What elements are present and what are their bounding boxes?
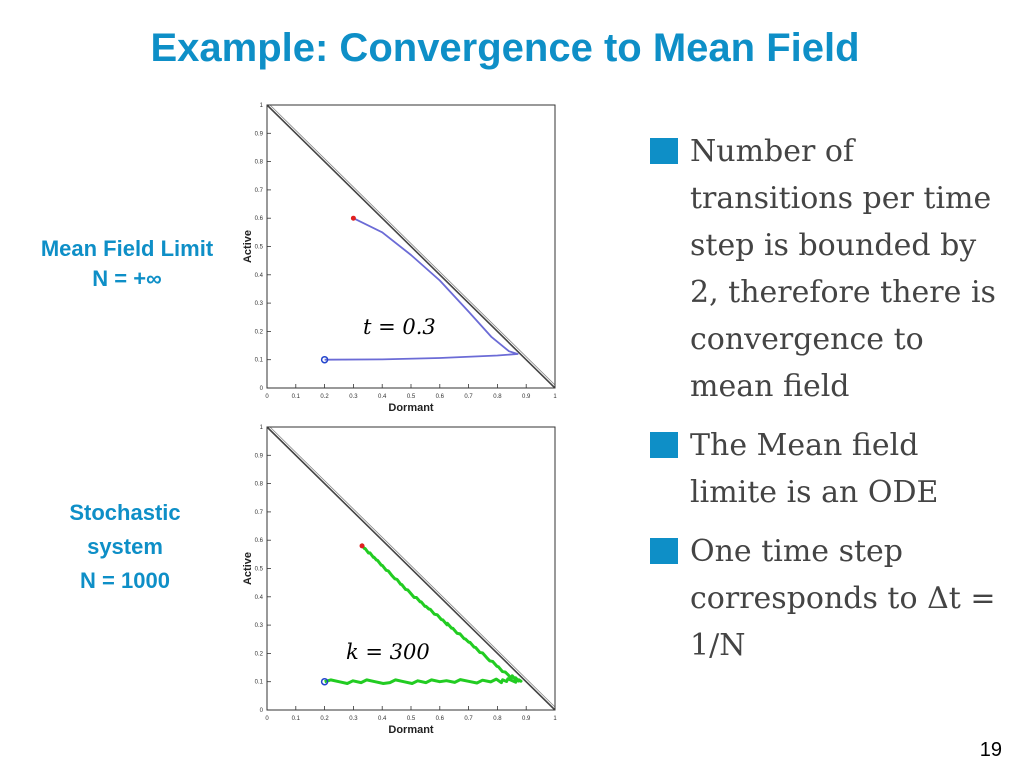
x-tick-label: 0.2 [320,394,329,400]
x-tick-label: 0.8 [493,716,502,722]
x-tick-label: 0 [265,394,269,400]
x-tick-label: 0.1 [292,716,301,722]
bullet-text: The Mean field limite is an ODE [690,428,939,510]
x-tick-label: 0.5 [407,394,416,400]
y-tick-label: 0.5 [255,567,264,573]
slide-title: Example: Convergence to Mean Field [150,26,860,70]
y-tick-label: 0.4 [255,273,264,279]
x-tick-label: 0.7 [464,394,473,400]
y-tick-label: 0.7 [255,188,264,194]
y-tick-label: 0.2 [255,329,264,335]
x-tick-label: 0.8 [493,394,502,400]
x-tick-label: 0.3 [349,716,358,722]
bullet-square-icon [650,538,678,564]
y-tick-label: 1 [260,425,264,431]
x-tick-label: 0.5 [407,716,416,722]
y-tick-label: 0.1 [255,358,264,364]
y-tick-label: 1 [260,103,264,109]
end-marker [320,677,329,686]
x-tick-label: 0.7 [464,716,473,722]
bullet-item: The Mean field limite is an ODE [648,422,1008,516]
trajectory-line [324,217,519,361]
stochastic-plot: 00 0.1 0.1 0.2 0.2 0.3 0.3 0.4 0.4 0.5 0.5 0.6 0.6 0.… [242,425,557,736]
mean-field-label-line2: N = +∞ [92,266,162,291]
mean-field-plot: 00 0.1 0.1 0.2 0.2 0.3 0.3 0.4 0.4 0.5 0.5 0.6 0.6 0.… [242,103,557,414]
bullet-square-icon [650,138,678,164]
start-marker [359,543,365,549]
x-tick-label: 0.4 [378,716,387,722]
y-tick-label: 0.5 [255,245,264,251]
stochastic-label: Stochastic system N = 1000 [30,496,220,598]
y-tick-label: 0.8 [255,160,264,166]
bullet-text: One time step corresponds to Δt = 1/N [690,534,996,663]
x-tick-label: 0.6 [436,716,445,722]
start-marker [350,215,356,221]
page-number: 19 [979,739,1002,761]
bullet-text: Number of transitions per time step is b… [690,134,996,404]
x-tick-label: 0.3 [349,394,358,400]
y-tick-label: 0.8 [255,482,264,488]
stochastic-label-line1: Stochastic [69,500,181,525]
y-tick-label: 0.2 [255,651,264,657]
bullet-item: Number of transitions per time step is b… [648,128,1008,410]
y-tick-label: 0 [260,386,264,392]
x-axis-label: Dormant [388,402,434,414]
diagonal-line [269,426,556,708]
y-tick-label: 0 [260,708,264,714]
trajectory-line [324,543,523,685]
y-axis-label: Active [242,552,254,585]
stochastic-label-line2: system [87,534,163,559]
x-tick-label: 0.4 [378,394,387,400]
mean-field-label-line1: Mean Field Limit [40,236,214,261]
x-tick-label: 1 [553,394,557,400]
y-tick-label: 0.6 [255,538,264,544]
bullet-list: Number of transitions per time step is b… [648,128,1008,681]
time-annotation: t = 0.3 [363,315,436,339]
y-tick-label: 0.4 [255,595,264,601]
y-axis-label: Active [242,230,254,263]
x-tick-label: 0.6 [436,394,445,400]
stochastic-label-line3: N = 1000 [80,568,170,593]
diagonal-line [269,104,556,386]
y-tick-label: 0.3 [255,623,264,629]
y-tick-label: 0.3 [255,301,264,307]
step-annotation: k = 300 [346,640,430,664]
x-axis-label: Dormant [388,724,434,736]
diagonal-line [266,426,556,711]
end-marker [320,355,329,364]
x-tick-label: 0 [265,716,269,722]
diagonal-line [266,104,556,389]
x-tick-label: 0.2 [320,716,329,722]
x-tick-label: 0.9 [522,716,531,722]
mean-field-label: Mean Field Limit N = +∞ [12,232,242,292]
x-tick-label: 0.9 [522,394,531,400]
y-tick-label: 0.6 [255,216,264,222]
bullet-square-icon [650,432,678,458]
x-tick-label: 0.1 [292,394,301,400]
y-tick-label: 0.9 [255,453,264,459]
bullet-item: One time step corresponds to Δt = 1/N [648,528,1008,669]
y-tick-label: 0.7 [255,510,264,516]
y-tick-label: 0.9 [255,131,264,137]
x-tick-label: 1 [553,716,557,722]
y-tick-label: 0.1 [255,680,264,686]
